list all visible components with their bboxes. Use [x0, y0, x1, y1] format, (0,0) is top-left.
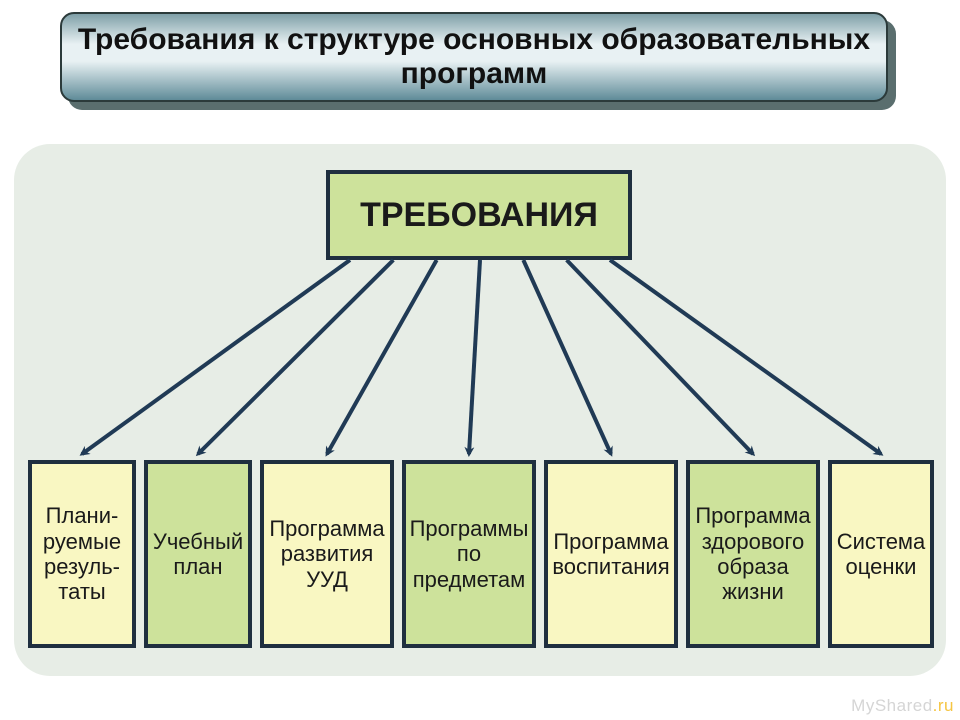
leaf-label: Учебный план: [150, 529, 246, 580]
leaf-label: Программа здорового образа жизни: [692, 503, 814, 604]
title-header: Требования к структуре основных образова…: [60, 12, 888, 102]
leaf-label: Система оценки: [834, 529, 928, 580]
watermark: MyShared.ru: [851, 696, 954, 716]
root-node: ТРЕБОВАНИЯ: [326, 170, 632, 260]
leaf-node: Программа воспитания: [544, 460, 678, 648]
title-text: Требования к структуре основных образова…: [72, 23, 876, 92]
watermark-accent: .ru: [933, 696, 954, 715]
leaf-node: Система оценки: [828, 460, 934, 648]
leaf-node: Программа развития УУД: [260, 460, 394, 648]
leaf-node: Программа здорового образа жизни: [686, 460, 820, 648]
leaf-node: Плани- руемые резуль- таты: [28, 460, 136, 648]
leaf-label: Программа развития УУД: [266, 516, 388, 592]
leaf-node: Программы по предметам: [402, 460, 536, 648]
leaf-node: Учебный план: [144, 460, 252, 648]
leaf-label: Программы по предметам: [408, 516, 530, 592]
leaf-label: Плани- руемые резуль- таты: [34, 503, 130, 604]
root-label: ТРЕБОВАНИЯ: [360, 196, 598, 235]
watermark-text: MyShared: [851, 696, 932, 715]
leaf-label: Программа воспитания: [550, 529, 672, 580]
